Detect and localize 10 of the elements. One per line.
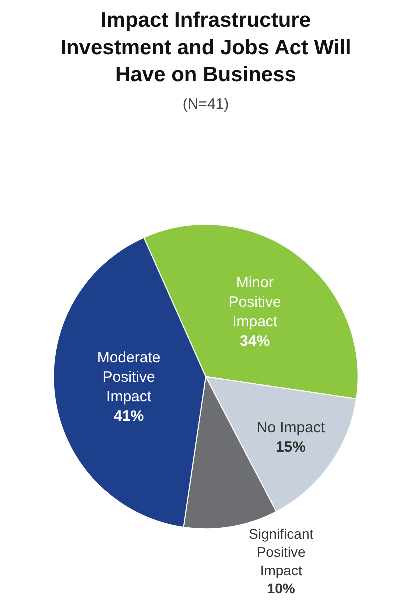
data-label: 34%: [240, 332, 270, 350]
chart-title: Impact Infrastructure Investment and Jobs Act Will Have on Business: [60, 9, 352, 87]
data-label: 41%: [114, 408, 144, 426]
chart-subtitle: (N=41): [182, 96, 230, 113]
slice-label: No Impact: [256, 419, 326, 436]
data-label: 15%: [276, 438, 306, 456]
slice-label: Minor Positive Impact: [228, 274, 282, 330]
slice-label: Significant Positive Impact: [249, 526, 314, 578]
slice-label: Moderate Positive Impact: [97, 350, 161, 406]
data-label: 10%: [267, 580, 296, 597]
